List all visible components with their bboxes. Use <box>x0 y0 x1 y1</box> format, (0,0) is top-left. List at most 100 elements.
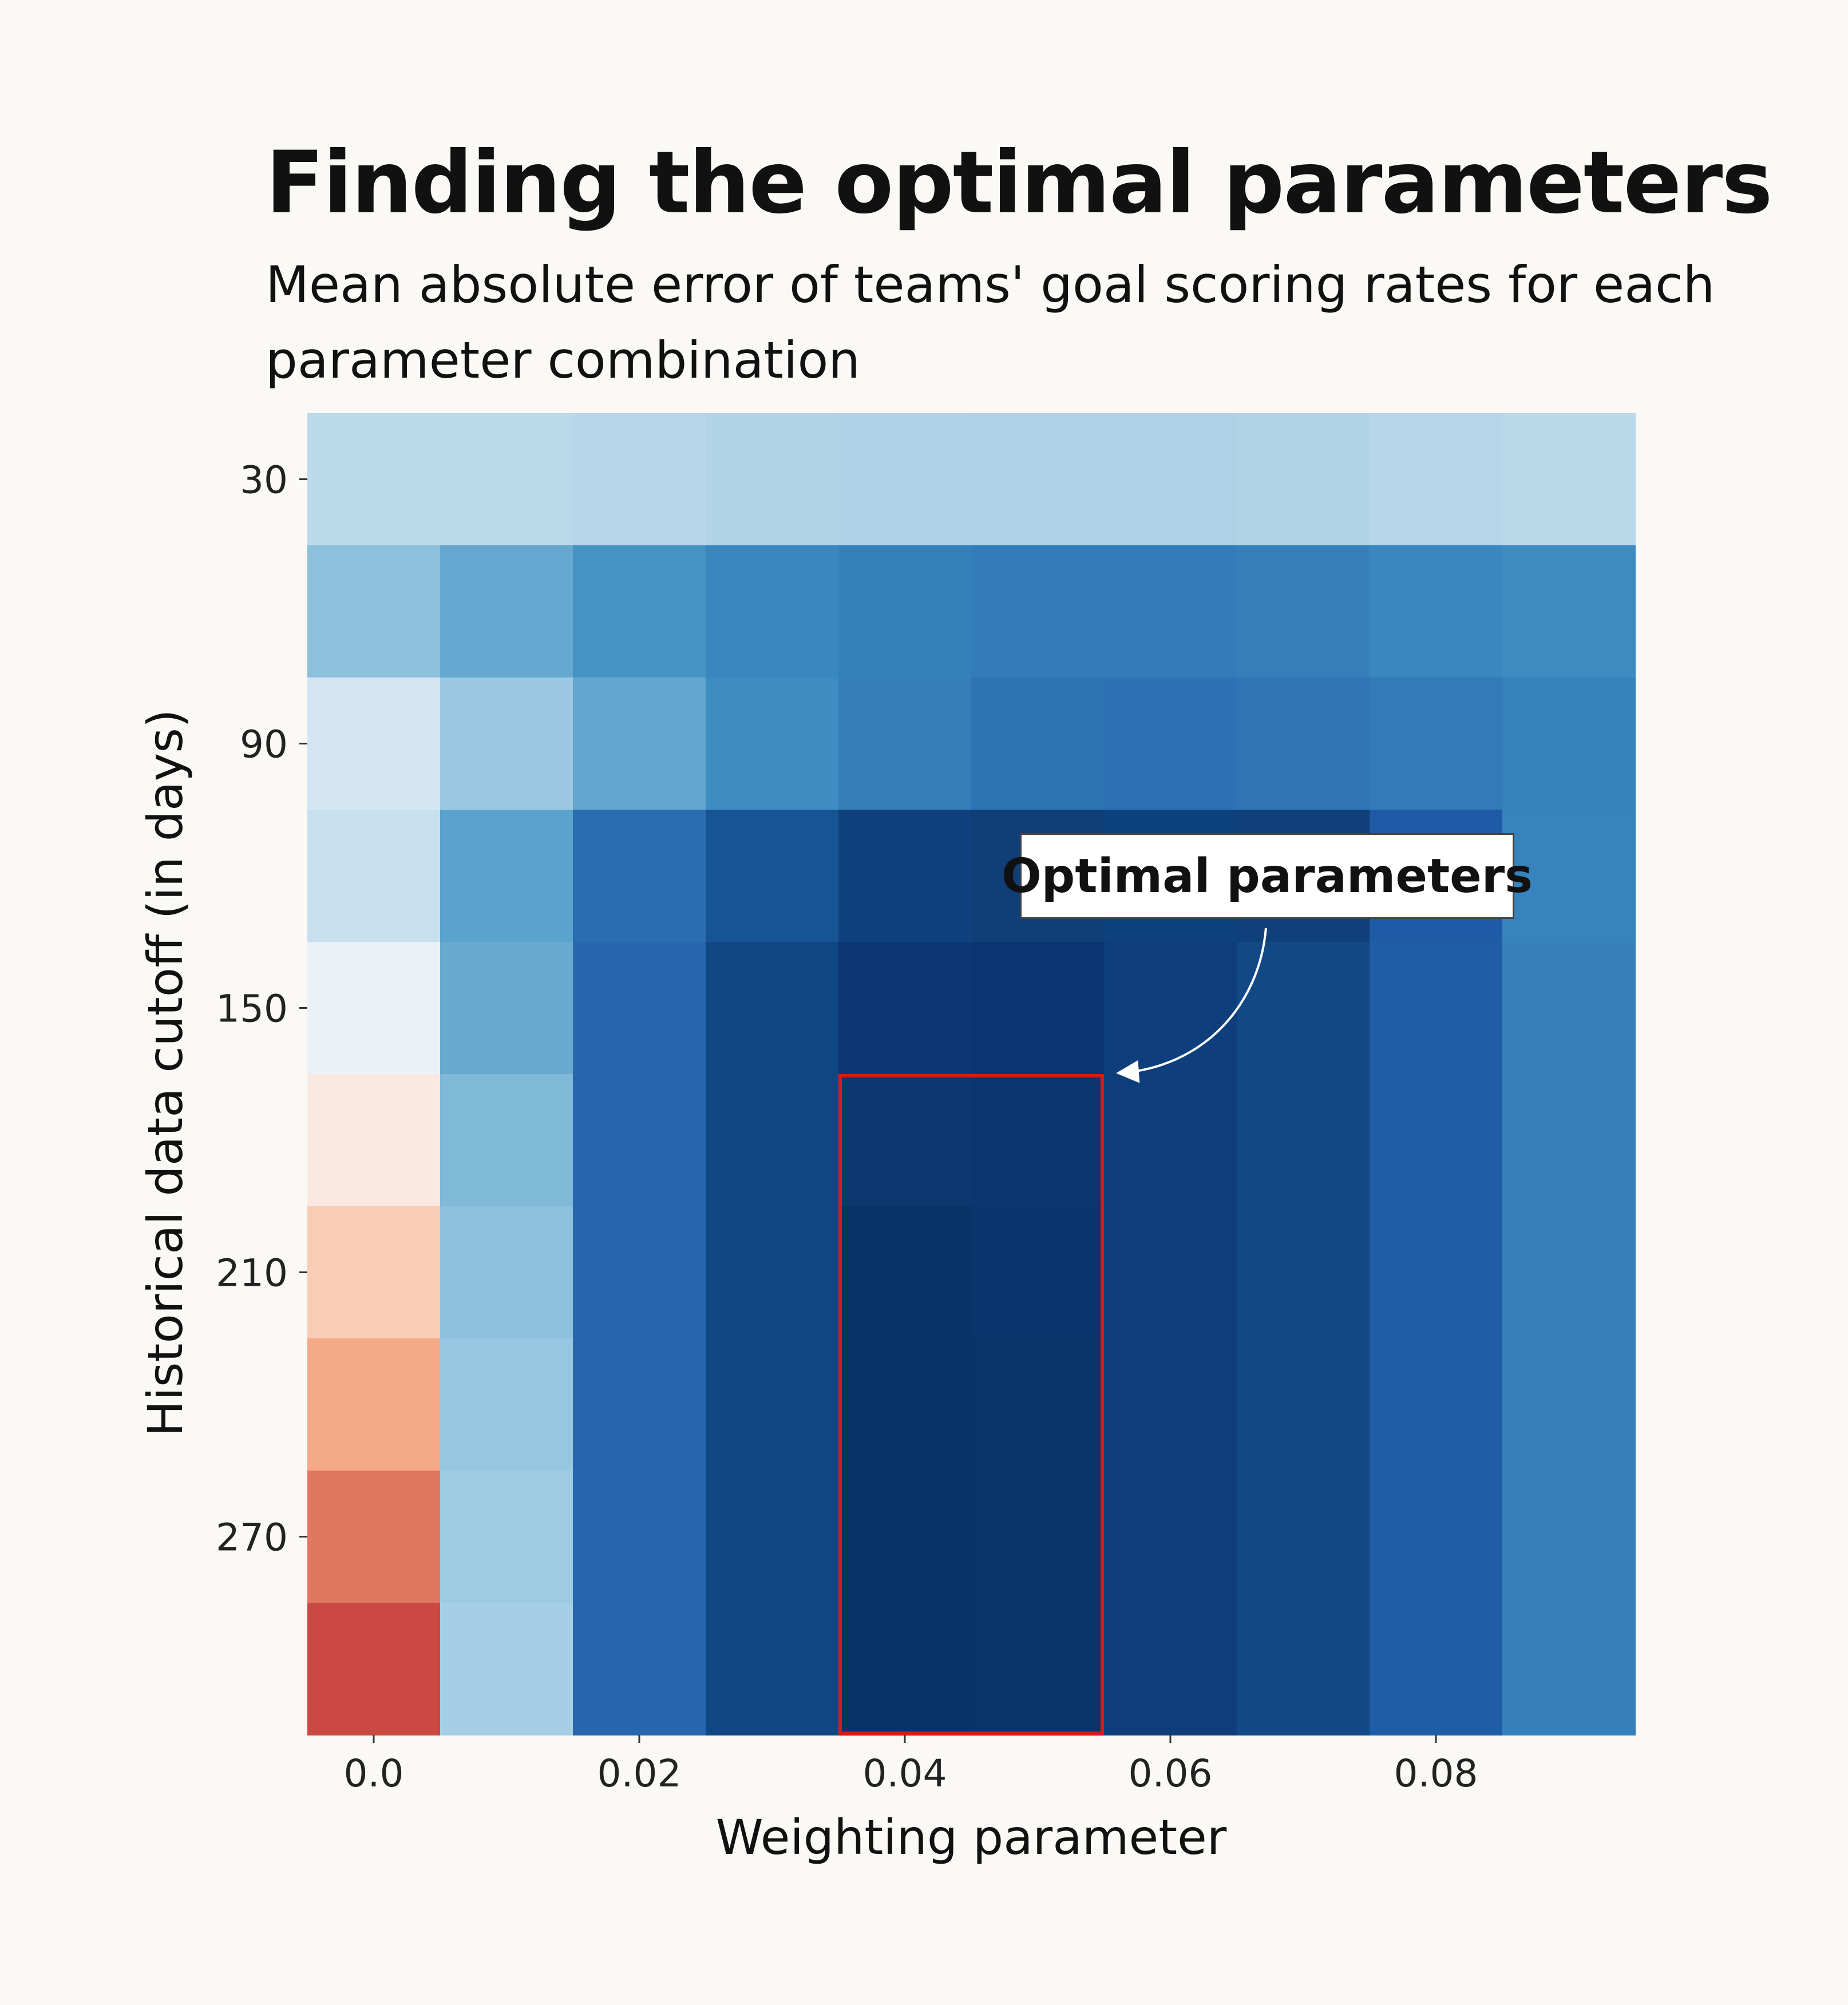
heatmap-cell <box>1237 942 1370 1075</box>
x-tick-label: 0.06 <box>1129 1752 1213 1796</box>
heatmap-cell <box>573 413 706 546</box>
heatmap-cell <box>440 1338 573 1471</box>
heatmap-cell <box>706 1603 839 1735</box>
heatmap-cell <box>971 1471 1105 1603</box>
heatmap-cell <box>440 677 573 810</box>
heatmap-cell <box>307 1603 441 1735</box>
heatmap-cell <box>838 942 972 1075</box>
heatmap-cell <box>440 942 573 1075</box>
heatmap-cell <box>971 413 1105 546</box>
heatmap-cell <box>706 1338 839 1471</box>
heatmap-cell <box>838 677 972 810</box>
heatmap-cell <box>1370 677 1503 810</box>
heatmap-cell <box>1104 677 1237 810</box>
chart-subtitle: Mean absolute error of teams' goal scori… <box>266 255 1715 390</box>
heatmap-cell <box>440 810 573 942</box>
y-tick-label: 270 <box>216 1516 288 1560</box>
heatmap-cell <box>1104 1206 1237 1339</box>
heatmap-cell <box>1370 1074 1503 1207</box>
heatmap-cell <box>1370 545 1503 678</box>
heatmap-cell <box>1237 1603 1370 1735</box>
heatmap-cell <box>573 1603 706 1735</box>
x-tick-label: 0.04 <box>863 1752 947 1796</box>
heatmap-cell <box>1370 1471 1503 1603</box>
heatmap-cell <box>1502 413 1636 546</box>
x-axis-label: Weighting parameter <box>716 1809 1227 1865</box>
heatmap-cell <box>1370 942 1503 1075</box>
heatmap-cell <box>1237 1074 1370 1207</box>
heatmap-cell <box>971 1074 1105 1207</box>
heatmap-cell <box>1104 942 1237 1075</box>
heatmap-cell <box>1104 1603 1237 1735</box>
heatmap-cell <box>1502 942 1636 1075</box>
heatmap-cell <box>1370 1338 1503 1471</box>
heatmap-cell <box>1370 1603 1503 1735</box>
heatmap-cell <box>1104 413 1237 546</box>
heatmap-cell <box>307 1074 441 1207</box>
heatmap-cell <box>971 942 1105 1075</box>
heatmap-cell <box>838 810 972 942</box>
x-tick-label: 0.08 <box>1394 1752 1478 1796</box>
heatmap-cell <box>307 677 441 810</box>
heatmap-cell <box>573 677 706 810</box>
heatmap-cell <box>971 1338 1105 1471</box>
heatmap-cell <box>706 413 839 546</box>
callout-arrow <box>1116 928 1267 1083</box>
heatmap-cell <box>1237 1206 1370 1339</box>
heatmap-cell <box>573 810 706 942</box>
heatmap-cell <box>1104 545 1237 678</box>
heatmap-cell <box>307 545 441 678</box>
heatmap-cell <box>1104 1338 1237 1471</box>
x-axis-ticks: 0.0 0.02 0.04 0.06 0.08 <box>344 1735 1478 1796</box>
optimal-highlight-box <box>838 1074 1104 1735</box>
heatmap-cell <box>440 1603 573 1735</box>
heatmap-cell <box>838 1603 972 1735</box>
heatmap-cell <box>706 545 839 678</box>
heatmap-cell <box>307 413 441 546</box>
heatmap-cell <box>1370 413 1503 546</box>
y-tick-label: 30 <box>240 458 288 502</box>
heatmap-cell <box>1237 545 1370 678</box>
heatmap-cell <box>838 1338 972 1471</box>
heatmap-cell <box>971 1603 1105 1735</box>
heatmap-cell <box>1237 1471 1370 1603</box>
heatmap-cell <box>573 545 706 678</box>
heatmap-cell <box>1502 1206 1636 1339</box>
heatmap-cell <box>706 1206 839 1339</box>
heatmap-cell <box>1237 677 1370 810</box>
heatmap-cell <box>706 810 839 942</box>
heatmap-cell <box>573 1074 706 1207</box>
heatmap-cell <box>1502 810 1636 942</box>
heatmap-cell <box>706 677 839 810</box>
y-axis-ticks: 30 90 150 210 270 <box>216 458 307 1560</box>
heatmap-cell <box>838 1206 972 1339</box>
heatmap-cell <box>307 1206 441 1339</box>
x-tick-label: 0.0 <box>344 1752 404 1796</box>
heatmap-cell <box>1104 1471 1237 1603</box>
heatmap-cell <box>307 1338 441 1471</box>
heatmap-cell <box>838 1074 972 1207</box>
heatmap-cell <box>706 942 839 1075</box>
heatmap-cell <box>573 1206 706 1339</box>
heatmap-cell <box>573 1471 706 1603</box>
heatmap-cell <box>971 545 1105 678</box>
heatmap-cell <box>440 545 573 678</box>
heatmap-cell <box>838 1471 972 1603</box>
y-tick-label: 210 <box>216 1251 288 1295</box>
heatmap-cell <box>971 1206 1105 1339</box>
y-axis-label: Historical data cutoff (in days) <box>137 709 193 1436</box>
heatmap-cell <box>1104 1074 1237 1207</box>
heatmap-cell <box>706 1471 839 1603</box>
heatmap-cell <box>1370 1206 1503 1339</box>
heatmap-cell <box>307 1471 441 1603</box>
heatmap-cells <box>307 413 1636 1735</box>
heatmap-cell <box>838 413 972 546</box>
heatmap-cell <box>1502 677 1636 810</box>
heatmap-cell <box>1502 1338 1636 1471</box>
heatmap-cell <box>573 1338 706 1471</box>
heatmap-cell <box>706 1074 839 1207</box>
heatmap-cell <box>1502 1603 1636 1735</box>
heatmap-cell <box>1502 1074 1636 1207</box>
heatmap-cell <box>440 1074 573 1207</box>
